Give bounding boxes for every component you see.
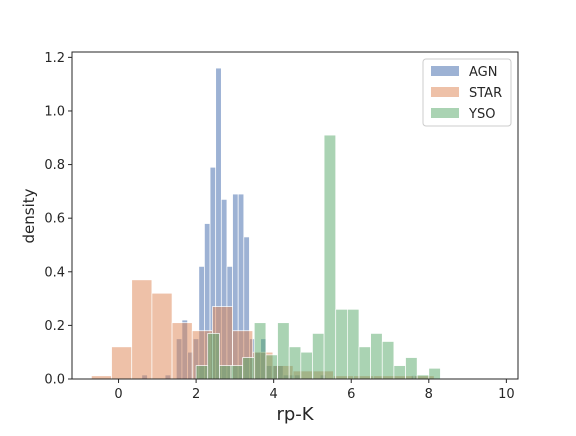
bar-yso [288,346,302,380]
bar-star [131,279,153,380]
legend-swatch-star [431,87,459,97]
legend-label-star: STAR [469,86,502,101]
bar-yso [393,365,406,380]
x-tick-label: 10 [498,387,515,402]
x-axis-ticks: 0 2 4 6 8 10 [114,379,515,402]
bar-yso [381,341,395,380]
bar-yso [416,374,430,380]
legend-label-yso: YSO [468,107,495,122]
bar-star [111,346,133,380]
y-tick-label: 1.0 [44,104,65,119]
bar-yso [312,333,325,380]
bar-yso [195,365,209,380]
bar-yso [230,365,243,380]
x-tick-label: 2 [192,387,200,402]
y-axis-ticks: 0.0 0.2 0.4 0.6 0.8 1.0 1.2 [44,51,72,388]
x-tick-label: 6 [347,387,355,402]
legend-swatch-yso [431,108,459,118]
bar-yso [300,351,313,380]
bar-star [151,292,173,380]
y-tick-label: 0.4 [44,265,65,280]
bar-yso [277,322,290,380]
bar-yso [265,354,278,380]
x-tick-label: 4 [270,387,278,402]
x-tick-label: 0 [114,387,122,402]
y-axis-label: density [20,188,38,243]
y-tick-label: 0.0 [44,373,65,388]
series-yso [195,134,441,380]
legend: AGN STAR YSO [422,58,512,127]
y-tick-label: 0.2 [44,319,65,334]
bar-yso [405,357,418,380]
bar-yso [347,308,360,380]
bar-yso [242,357,255,380]
x-tick-label: 8 [425,387,433,402]
y-tick-label: 0.8 [44,158,65,173]
y-tick-label: 1.2 [44,51,65,66]
legend-swatch-agn [431,66,459,76]
bar-star [171,322,193,380]
bar-yso [428,367,441,380]
x-axis-label: rp-K [276,404,314,425]
bar-yso [358,346,371,380]
bar-yso [219,365,232,380]
bar-yso [335,308,348,380]
plot-frame [71,51,519,380]
bar-yso [323,134,337,380]
bar-yso [207,333,220,380]
y-tick-label: 0.6 [44,212,65,227]
bar-yso [253,322,267,380]
bar-yso [370,333,383,380]
legend-label-agn: AGN [469,65,497,80]
